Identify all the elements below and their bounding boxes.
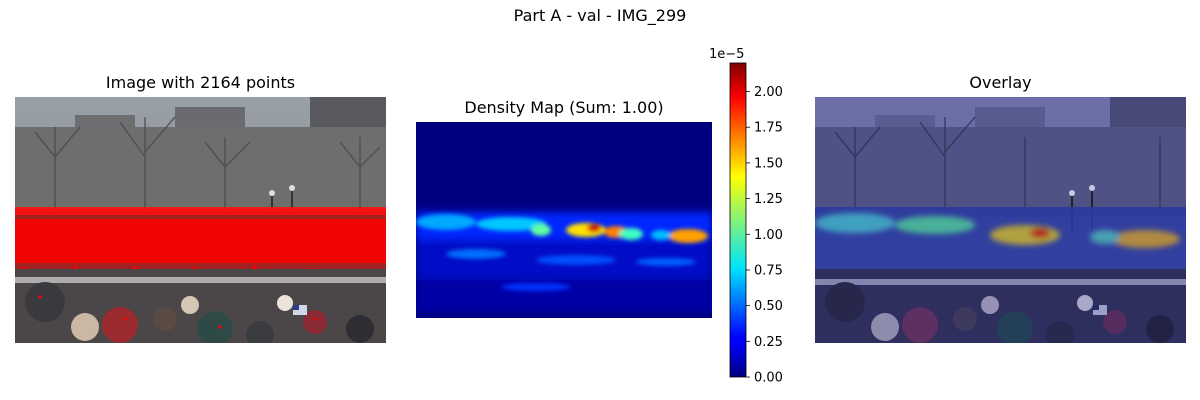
density-heatmap-canvas: [416, 122, 712, 318]
figure-suptitle: Part A - val - IMG_299: [513, 6, 687, 25]
colorbar: 1e−5 0.00 0.25 0.50 0.75 1.00 1.25 1.50 1.75 2.0…: [700, 40, 800, 390]
colorbar-svg: 1e−5 0.00 0.25 0.50 0.75 1.00 1.25 1.50 1.75 2.0…: [709, 47, 783, 386]
crowd-photo: [15, 97, 386, 343]
colorbar-gradient: [729, 62, 747, 378]
colorbar-tick-label: 1.00: [754, 228, 783, 243]
colorbar-tick-label: 0.00: [754, 371, 783, 386]
colorbar-tick-label: 0.75: [754, 263, 783, 278]
colorbar-tick-label: 2.00: [754, 85, 783, 100]
density-heatmap: [416, 122, 712, 318]
colorbar-tick-label: 1.75: [754, 121, 783, 136]
colorbar-tick-label: 1.25: [754, 192, 783, 207]
colorbar-ticks: 0.00 0.25 0.50 0.75 1.00 1.25 1.50 1.75 2.00: [746, 85, 783, 386]
overlay-canvas: [815, 97, 1186, 343]
overlay-image: [815, 97, 1186, 343]
colorbar-tick-label: 0.25: [754, 335, 783, 350]
colorbar-exponent-label: 1e−5: [709, 47, 744, 62]
density-panel-title: Density Map (Sum: 1.00): [464, 98, 664, 117]
colorbar-tick-label: 1.50: [754, 156, 783, 171]
overlay-panel-title: Overlay: [969, 73, 1032, 92]
colorbar-tick-label: 0.50: [754, 299, 783, 314]
image-panel-title: Image with 2164 points: [105, 73, 296, 92]
crowd-image-with-points: [15, 97, 386, 343]
